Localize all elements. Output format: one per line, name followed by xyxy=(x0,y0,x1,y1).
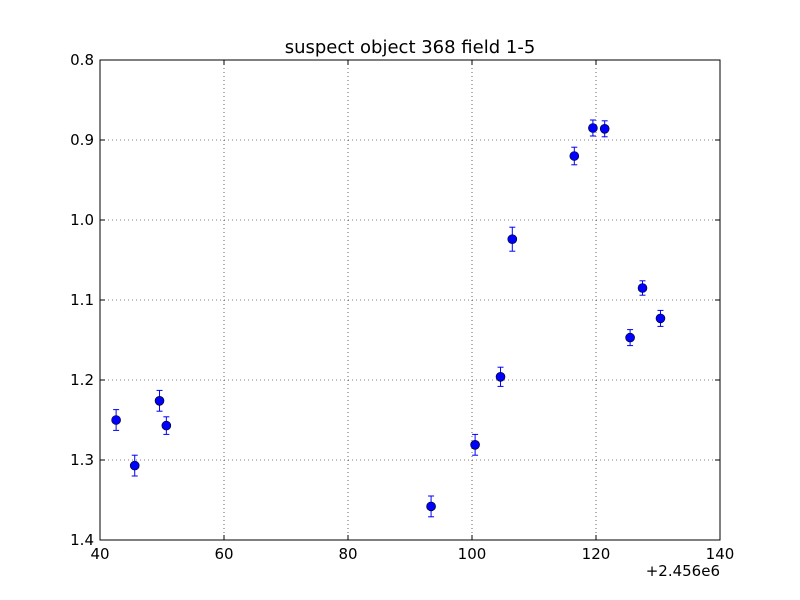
marker xyxy=(154,395,165,406)
y-tick-label: 1.4 xyxy=(70,531,94,549)
ticks xyxy=(99,59,721,541)
data-point xyxy=(470,433,480,456)
x-tick-label: 60 xyxy=(214,545,233,563)
data-point xyxy=(507,226,518,252)
data-point xyxy=(569,146,580,166)
data-point xyxy=(129,454,140,477)
y-tick-label: 0.9 xyxy=(70,131,94,149)
y-tick-label: 1.3 xyxy=(70,451,94,469)
data-points xyxy=(111,119,666,518)
x-tick-label: 120 xyxy=(582,545,611,563)
marker xyxy=(569,151,580,161)
marker xyxy=(426,501,436,512)
data-point xyxy=(426,495,436,518)
marker xyxy=(507,234,518,244)
data-point xyxy=(637,280,648,296)
x-tick-label: 40 xyxy=(90,545,109,563)
marker xyxy=(625,332,635,343)
grid xyxy=(100,60,720,540)
y-tick-label: 1.0 xyxy=(70,211,94,229)
chart-title: suspect object 368 field 1-5 xyxy=(285,37,536,58)
x-tick-label: 80 xyxy=(338,545,357,563)
marker xyxy=(495,371,506,382)
marker xyxy=(111,415,121,425)
y-tick-label: 0.8 xyxy=(70,51,94,69)
marker xyxy=(161,420,172,431)
x-tick-label: 140 xyxy=(706,545,735,563)
marker xyxy=(129,460,140,471)
y-tick-labels: 0.8 0.9 1.0 1.1 1.2 1.3 1.4 xyxy=(70,51,94,549)
data-point xyxy=(599,120,610,138)
x-tick-label: 100 xyxy=(458,545,487,563)
data-point xyxy=(495,366,506,387)
marker xyxy=(588,123,598,133)
marker xyxy=(599,124,610,134)
marker xyxy=(655,313,666,324)
y-tick-label: 1.1 xyxy=(70,291,94,309)
data-point xyxy=(625,329,635,347)
x-offset-label: +2.456e6 xyxy=(646,562,720,580)
data-point xyxy=(154,389,165,412)
marker xyxy=(637,283,648,293)
y-tick-label: 1.2 xyxy=(70,371,94,389)
data-point xyxy=(588,119,598,137)
marker xyxy=(470,439,480,450)
x-tick-labels: 40 60 80 100 120 140 xyxy=(90,545,734,563)
data-point xyxy=(111,409,121,431)
data-point xyxy=(161,416,172,435)
data-point xyxy=(655,309,666,327)
